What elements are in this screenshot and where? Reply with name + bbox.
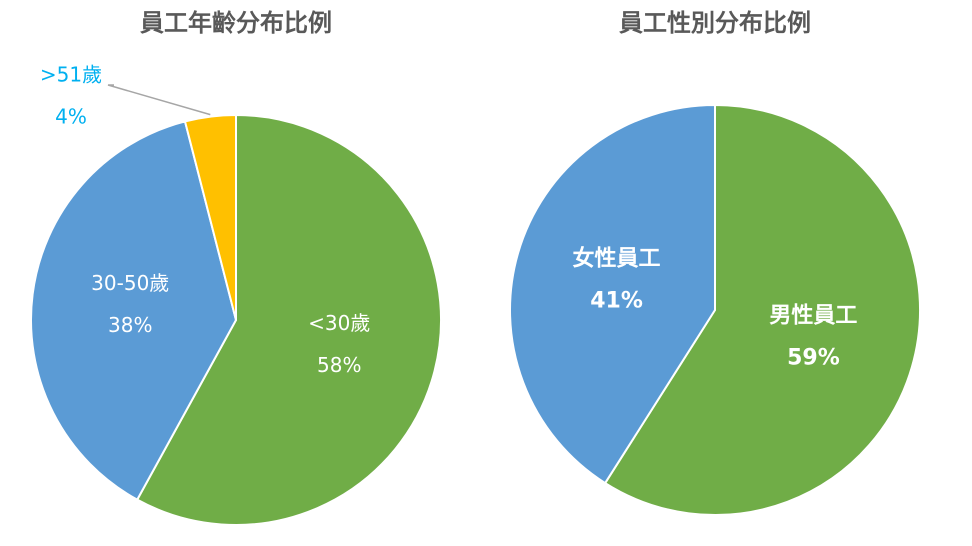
pie-slice <box>183 113 237 321</box>
leader-line <box>107 84 211 116</box>
slice-category-label: >51歲 <box>40 63 102 87</box>
slice-value-label: 38% <box>108 313 152 337</box>
pie-slice <box>135 113 442 526</box>
pie-slice <box>603 103 921 516</box>
slice-category-label: 30-50歲 <box>91 271 169 295</box>
pie-slice <box>509 103 716 485</box>
slice-value-label: 58% <box>317 353 361 377</box>
chart-title: 員工年齡分布比例 <box>139 9 332 37</box>
chart-title: 員工性別分布比例 <box>618 9 811 37</box>
slice-value-label: 4% <box>55 105 87 129</box>
slice-category-label: <30歲 <box>308 311 370 335</box>
slice-value-label: 59% <box>787 346 840 371</box>
slice-value-label: 41% <box>590 288 643 313</box>
pie-slice <box>30 120 238 502</box>
slice-category-label: 女性員工 <box>573 245 661 271</box>
slice-category-label: 男性員工 <box>769 304 857 329</box>
